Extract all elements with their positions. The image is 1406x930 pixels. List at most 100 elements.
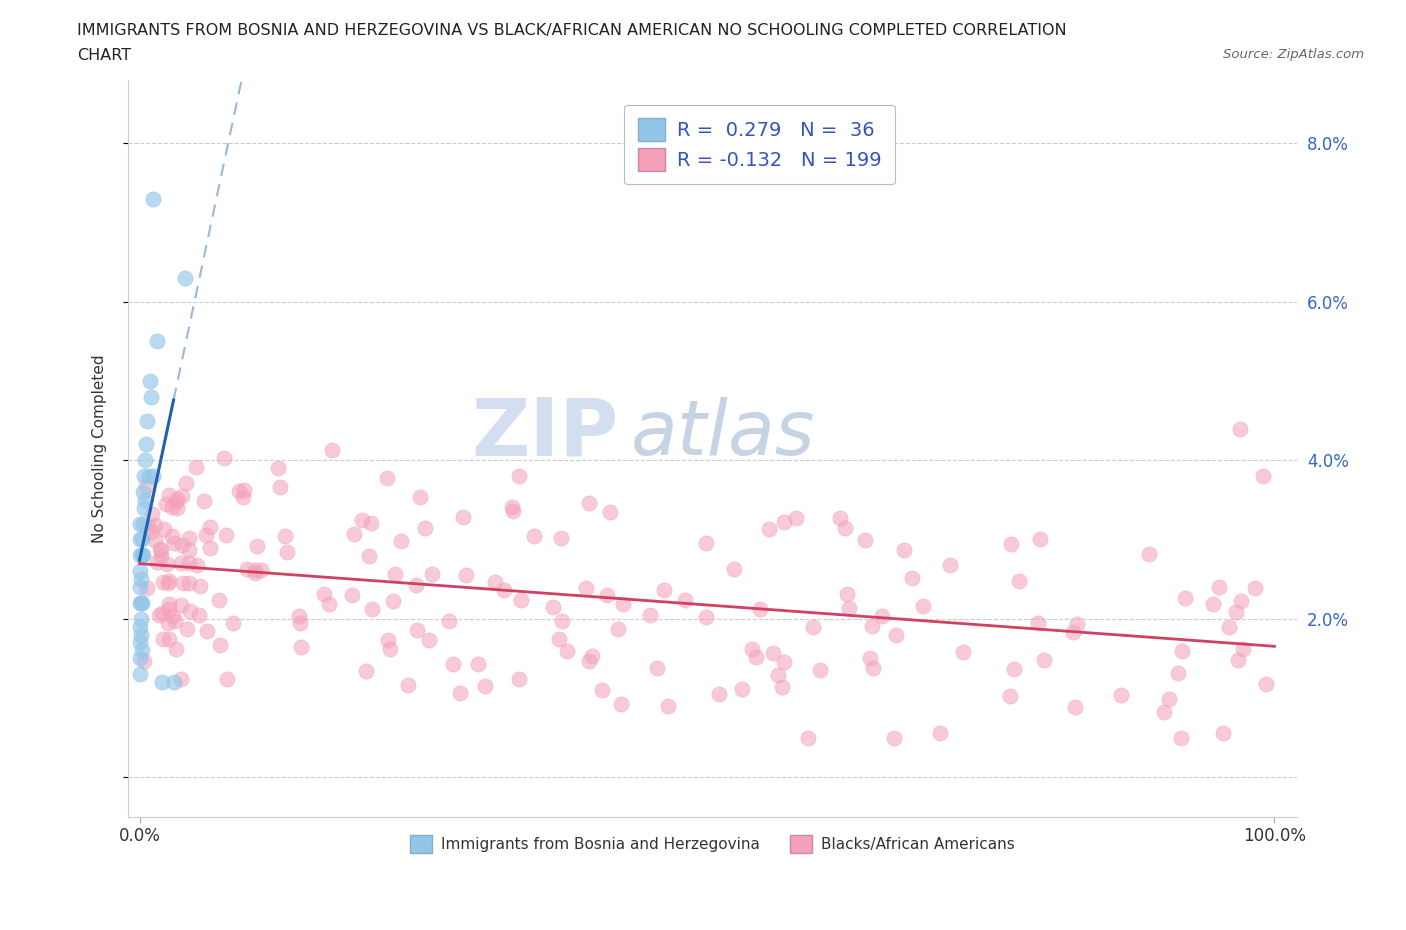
Point (859, 650, 882, 665)
Point (502, 504, 524, 519)
Point (128, 516, 150, 531)
Text: IMMIGRANTS FROM BOSNIA AND HERZEGOVINA VS BLACK/AFRICAN AMERICAN NO SCHOOLING CO: IMMIGRANTS FROM BOSNIA AND HERZEGOVINA V… (77, 23, 1067, 38)
Point (128, 667, 150, 682)
Point (142, 192, 165, 206)
Point (762, 646, 785, 661)
Point (382, 593, 405, 608)
Point (413, 520, 436, 535)
Point (467, 657, 489, 671)
Point (578, 654, 600, 669)
Point (541, 600, 564, 615)
Point (709, 686, 731, 701)
Point (228, 484, 250, 498)
Point (1202, 597, 1225, 612)
Point (883, 730, 905, 745)
Point (200, 540, 222, 555)
Point (862, 660, 884, 675)
Point (250, 563, 273, 578)
Point (177, 531, 200, 546)
Point (1159, 691, 1181, 706)
Point (1033, 653, 1056, 668)
Point (314, 587, 336, 602)
Point (773, 654, 796, 669)
Point (150, 606, 173, 621)
Point (170, 597, 193, 612)
Point (128, 548, 150, 563)
Point (134, 493, 156, 508)
Point (208, 637, 231, 652)
Point (501, 499, 523, 514)
Point (267, 461, 290, 476)
Point (343, 526, 366, 541)
Point (222, 616, 245, 631)
Point (236, 562, 259, 577)
Point (768, 668, 790, 683)
Point (441, 657, 464, 671)
Point (731, 682, 754, 697)
Point (177, 576, 200, 591)
Point (170, 671, 193, 686)
Point (1153, 705, 1175, 720)
Point (1026, 616, 1049, 631)
Point (131, 532, 153, 547)
Point (132, 500, 155, 515)
Point (141, 507, 163, 522)
Point (288, 616, 311, 631)
Point (451, 510, 474, 525)
Point (128, 635, 150, 650)
Point (169, 556, 191, 571)
Point (152, 575, 174, 590)
Point (523, 529, 546, 544)
Y-axis label: No Schooling Completed: No Schooling Completed (93, 354, 107, 543)
Point (195, 527, 218, 542)
Point (132, 516, 155, 531)
Point (911, 599, 934, 614)
Point (132, 548, 155, 563)
Point (243, 565, 266, 580)
Point (172, 575, 194, 590)
Point (128, 532, 150, 547)
Point (128, 579, 150, 594)
Point (350, 512, 373, 527)
Point (150, 674, 173, 689)
Point (198, 520, 221, 535)
Point (177, 542, 200, 557)
Point (321, 443, 343, 458)
Point (599, 504, 621, 519)
Point (547, 632, 569, 647)
Point (375, 471, 398, 485)
Point (188, 578, 211, 593)
Point (356, 663, 378, 678)
Point (1170, 730, 1192, 745)
Point (143, 518, 166, 533)
Point (176, 621, 198, 636)
Point (929, 725, 952, 740)
Point (900, 571, 922, 586)
Point (172, 489, 194, 504)
Point (1218, 620, 1240, 635)
Point (162, 528, 184, 543)
Point (157, 487, 180, 502)
Point (156, 616, 179, 631)
Point (128, 595, 150, 610)
Point (1167, 666, 1189, 681)
Point (138, 469, 160, 484)
Point (342, 588, 364, 603)
Point (162, 499, 184, 514)
Point (135, 437, 157, 452)
Point (139, 390, 162, 405)
Point (179, 556, 201, 571)
Point (484, 575, 506, 590)
Point (162, 674, 184, 689)
Point (162, 609, 184, 624)
Point (148, 542, 170, 557)
Point (157, 576, 180, 591)
Point (129, 595, 152, 610)
Point (1225, 604, 1247, 619)
Point (128, 651, 150, 666)
Point (132, 485, 155, 499)
Point (163, 535, 186, 550)
Point (952, 644, 974, 659)
Point (1251, 469, 1274, 484)
Point (357, 549, 380, 564)
